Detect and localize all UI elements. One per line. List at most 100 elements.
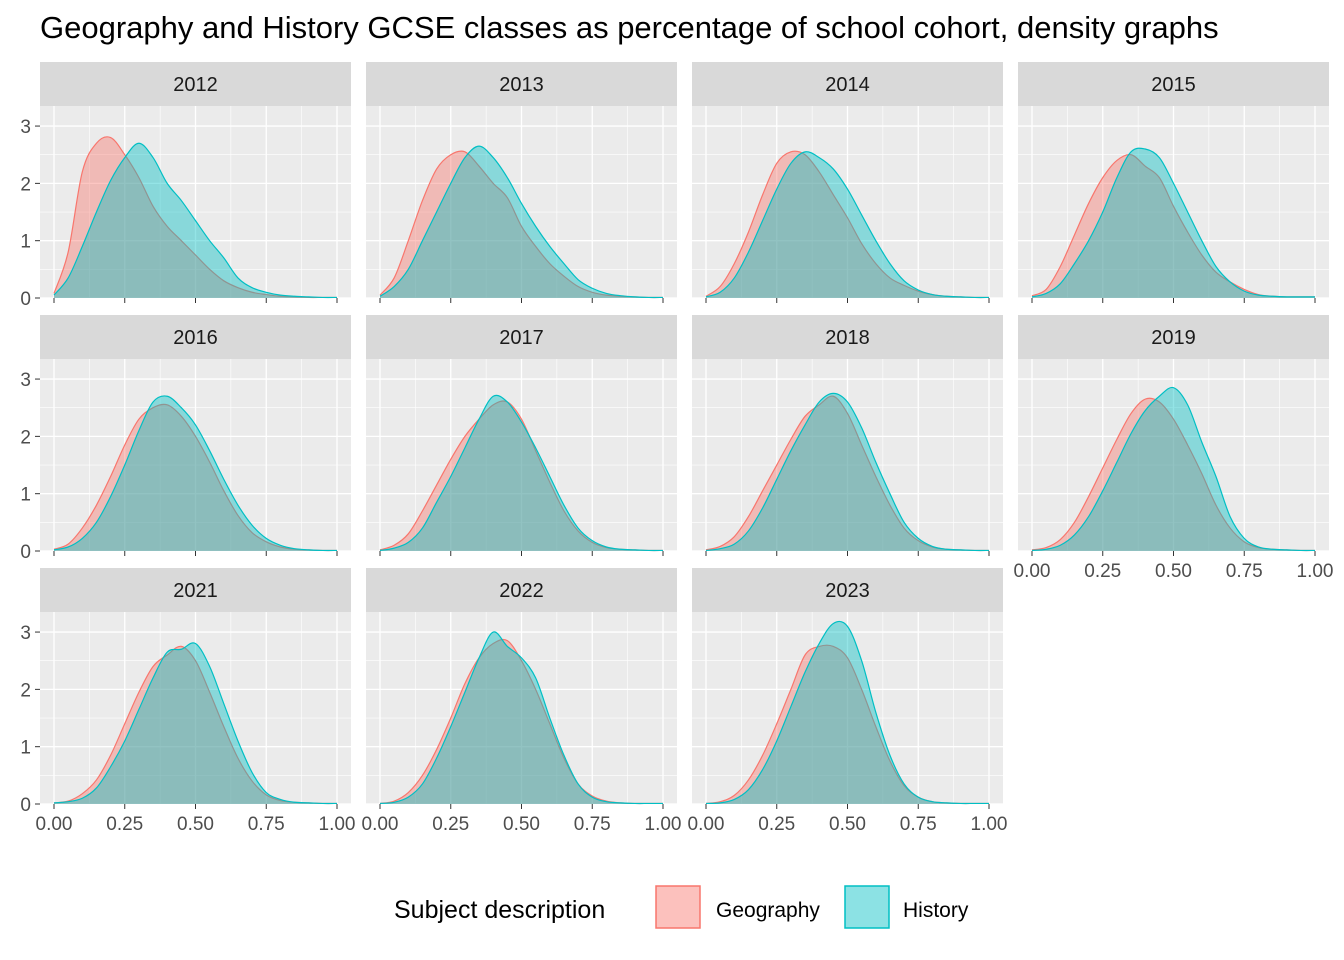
x-tick-label: 0.25 [106,814,143,835]
facet-strip [1018,315,1329,359]
x-tick-label: 0.00 [362,814,399,835]
x-tick-label: 0.25 [432,814,469,835]
density-area-history [706,393,989,551]
facet-strip-label: 2016 [173,327,218,349]
legend-label-history: History [903,899,969,922]
legend-label-geography: Geography [716,899,820,922]
density-area-geography [54,404,337,551]
density-area-history [54,143,337,298]
x-tick-label: 0.75 [248,814,285,835]
density-area-history [380,631,663,804]
density-area-geography [380,401,663,551]
density-area-history [706,621,989,804]
y-tick-label: 0 [20,542,31,563]
x-tick-label: 1.00 [319,814,356,835]
facet-strip-label: 2018 [825,327,870,349]
facet-strip-label: 2013 [499,74,544,96]
density-area-geography [706,645,989,804]
density-line-history [705,620,989,805]
facet-strip [366,62,677,106]
density-line-history [1031,147,1315,298]
density-line-history [53,642,338,805]
x-tick-label: 0.25 [758,814,795,835]
density-line-geography [379,150,664,299]
density-line-history [379,394,664,552]
facet-strip-label: 2015 [1151,74,1196,96]
legend-key-history [844,885,890,929]
density-area-geography [54,136,337,298]
x-tick-label: 0.00 [1014,561,1051,582]
facet-strip [40,62,351,106]
facet-strip [1018,62,1329,106]
facet-panel-2022: 2022 0.00 0.25 0.50 0.75 1.00 [362,568,682,835]
density-line-history [53,395,338,552]
facet-panel-2023: 2023 0.00 0.25 0.50 0.75 1.00 [688,568,1008,835]
facet-strip [692,62,1003,106]
density-line-history [379,145,664,299]
facet-strip-label: 2012 [173,74,218,96]
facet-strip [40,315,351,359]
y-tick-label: 2 [20,174,31,195]
density-area-history [706,151,989,298]
density-area-geography [706,396,989,551]
density-area-history [380,395,663,551]
density-area-history [54,395,337,551]
density-area-geography [1032,154,1315,298]
density-line-history [705,392,990,552]
density-line-history [379,631,663,805]
facet-strip-label: 2019 [1151,327,1196,349]
x-tick-label: 0.25 [1084,561,1121,582]
density-line-history [53,142,338,299]
facet-strip-label: 2022 [499,580,544,602]
density-area-geography [54,646,337,804]
x-tick-label: 0.50 [177,814,214,835]
facet-panel-2013: 2013 [366,62,677,303]
facet-panel-2014: 2014 [692,62,1003,303]
y-tick-label: 1 [20,232,31,253]
x-tick-label: 0.50 [503,814,540,835]
x-tick-label: 0.50 [829,814,866,835]
density-line-history [1031,386,1316,552]
facet-panel-2016: 2016 0 1 2 3 [20,315,351,563]
density-area-geography [1032,398,1315,551]
y-tick-label: 0 [20,289,31,310]
x-tick-label: 0.75 [1226,561,1263,582]
x-tick-label: 1.00 [645,814,682,835]
y-tick-label: 3 [20,370,31,391]
density-area-history [1032,387,1315,551]
facet-strip-label: 2023 [825,580,870,602]
density-area-history [1032,148,1315,298]
y-tick-label: 3 [20,117,31,138]
y-tick-label: 0 [20,795,31,816]
density-area-geography [380,151,663,298]
facet-strip [366,568,677,612]
x-tick-label: 0.50 [1155,561,1192,582]
density-area-history [54,642,337,804]
facet-strip [692,315,1003,359]
facet-strip-label: 2014 [825,74,870,96]
facet-strip-label: 2017 [499,327,544,349]
facet-strip [366,315,677,359]
facet-strip [40,568,351,612]
facet-panel-2018: 2018 [692,315,1003,556]
legend: Subject description Geography History [394,885,969,929]
x-tick-label: 1.00 [971,814,1008,835]
x-tick-label: 1.00 [1297,561,1334,582]
legend-key-geography [655,885,701,929]
y-tick-label: 3 [20,623,31,644]
density-area-geography [380,639,663,804]
chart-title: Geography and History GCSE classes as pe… [40,10,1219,45]
x-tick-label: 0.00 [688,814,725,835]
y-tick-label: 2 [20,680,31,701]
facet-strip-label: 2021 [173,580,218,602]
facet-panel-2017: 2017 [366,315,677,556]
density-line-history [705,151,990,299]
facet-strip [692,568,1003,612]
facet-panel-2019: 2019 0.00 0.25 0.50 0.75 1.00 [1014,315,1334,582]
x-tick-label: 0.75 [900,814,937,835]
density-line-geography [53,403,338,552]
y-tick-label: 1 [20,738,31,759]
